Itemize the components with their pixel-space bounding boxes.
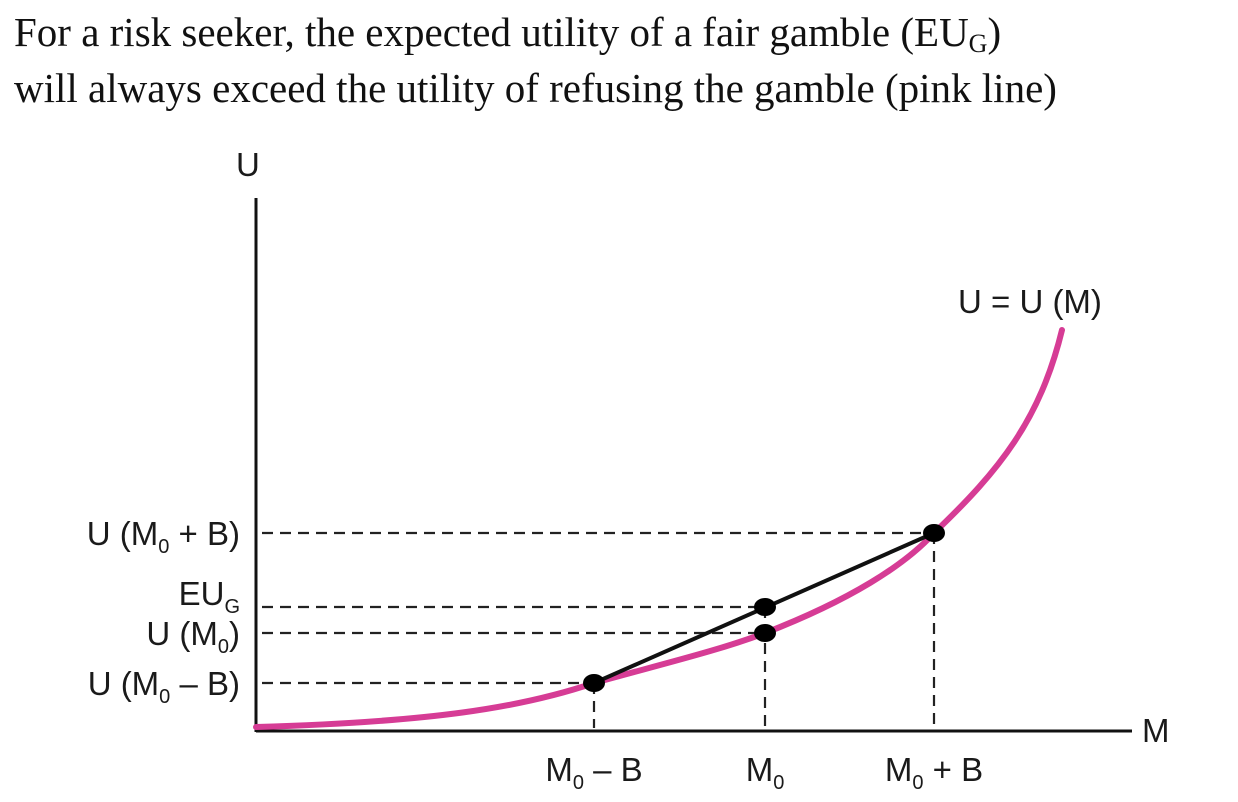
slide-title: For a risk seeker, the expected utility … xyxy=(14,4,1229,116)
y-label-u-mid: U (M0) xyxy=(146,615,240,658)
point-eug xyxy=(754,598,776,616)
title-subscript: G xyxy=(968,29,988,58)
x-label-low: M0 – B xyxy=(545,751,642,794)
title-line2-text: will always exceed the utility of refusi… xyxy=(14,65,1057,111)
y-label-eug: EUG xyxy=(179,575,240,618)
point-high xyxy=(923,524,945,542)
y-axis-label: U xyxy=(236,146,260,183)
point-low xyxy=(583,674,605,692)
title-line1-text: For a risk seeker, the expected utility … xyxy=(14,9,969,55)
curve-label: U = U (M) xyxy=(958,283,1102,320)
x-axis-label: M xyxy=(1142,712,1170,749)
y-label-u-high: U (M0 + B) xyxy=(87,515,240,558)
x-label-high: M0 + B xyxy=(885,751,983,794)
guide-lines xyxy=(262,531,936,728)
title-line1-end: ) xyxy=(987,9,1002,55)
y-label-u-low: U (M0 – B) xyxy=(88,665,240,708)
point-mid xyxy=(754,624,776,642)
points xyxy=(583,524,945,692)
x-label-mid: M0 xyxy=(746,751,785,794)
